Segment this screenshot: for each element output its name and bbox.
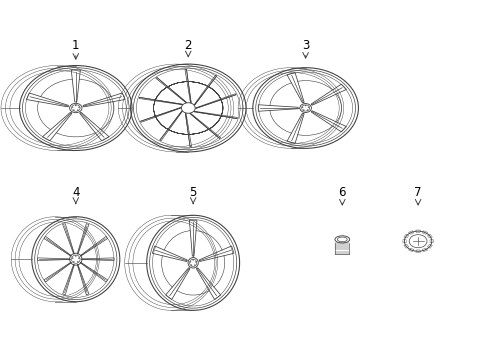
- Text: 5: 5: [189, 186, 197, 199]
- Text: 4: 4: [72, 186, 80, 199]
- Text: 3: 3: [301, 39, 309, 51]
- Text: 7: 7: [413, 186, 421, 199]
- Text: 6: 6: [338, 186, 346, 199]
- Text: 2: 2: [184, 39, 192, 51]
- Text: 1: 1: [72, 39, 80, 51]
